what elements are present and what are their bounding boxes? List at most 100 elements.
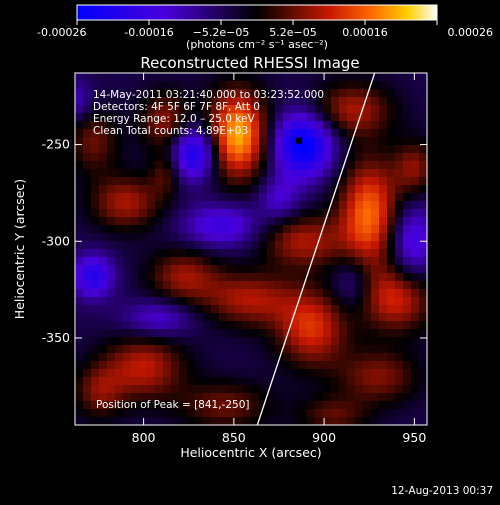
heatmap-cell [219,73,228,82]
heatmap-cell [307,217,316,226]
heatmap-cell [411,321,420,330]
heatmap-cell [347,353,356,362]
heatmap-cell [339,201,348,210]
heatmap-cell [243,401,252,410]
heatmap-cell [267,393,276,402]
heatmap-cell [203,417,212,425]
heatmap-cell [203,97,212,106]
heatmap-cell [91,81,100,90]
heatmap-cell [251,369,260,378]
heatmap-cell [219,345,228,354]
heatmap-cell [155,273,164,282]
heatmap-cell [91,193,100,202]
heatmap-cell [419,305,427,314]
heatmap-cell [243,201,252,210]
heatmap-cell [419,265,427,274]
heatmap-cell [379,345,388,354]
heatmap-cell [163,337,172,346]
heatmap-cell [267,353,276,362]
heatmap-cell [83,337,92,346]
heatmap-cell [131,121,140,130]
heatmap-cell [299,401,308,410]
heatmap-cell [267,161,276,170]
heatmap-cell [171,297,180,306]
heatmap-cell [315,409,324,418]
heatmap-cell [275,393,284,402]
heatmap-cell [331,417,340,425]
heatmap-cell [267,201,276,210]
heatmap-cell [171,105,180,114]
heatmap-cell [139,297,148,306]
heatmap-cell [211,113,220,122]
heatmap-cell [259,257,268,266]
heatmap-cell [203,337,212,346]
heatmap-cell [115,97,124,106]
heatmap-cell [195,209,204,218]
heatmap-cell [131,209,140,218]
peak-marker [295,137,302,144]
heatmap-cell [419,225,427,234]
heatmap-cell [123,417,132,425]
heatmap-cell [99,217,108,226]
heatmap-cell [379,385,388,394]
heatmap-cell [243,321,252,330]
heatmap-cell [267,345,276,354]
heatmap-cell [155,385,164,394]
heatmap-cell [83,409,92,418]
heatmap-cell [123,345,132,354]
heatmap-cell [419,73,427,82]
heatmap-cell [115,417,124,425]
heatmap-cell [211,321,220,330]
heatmap-cell [339,345,348,354]
heatmap-cell [419,121,427,130]
heatmap-cell [395,105,404,114]
heatmap-cell [195,121,204,130]
heatmap-cell [347,329,356,338]
heatmap-cell [331,401,340,410]
heatmap-cell [267,233,276,242]
heatmap-cell [291,313,300,322]
heatmap-cell [419,241,427,250]
heatmap-cell [147,129,156,138]
heatmap-cell [259,137,268,146]
heatmap-cell [179,329,188,338]
heatmap-cell [419,257,427,266]
heatmap-cell [179,121,188,130]
heatmap-cell [323,377,332,386]
heatmap-cell [259,225,268,234]
heatmap-cell [99,249,108,258]
heatmap-cell [307,281,316,290]
heatmap-cell [203,289,212,298]
heatmap-cell [83,257,92,266]
heatmap-cell [139,217,148,226]
heatmap-cell [115,361,124,370]
heatmap-cell [107,337,116,346]
heatmap-cell [307,273,316,282]
heatmap-cell [163,97,172,106]
heatmap-cell [259,313,268,322]
heatmap-cell [379,161,388,170]
heatmap-cell [275,361,284,370]
heatmap-cell [203,409,212,418]
heatmap-cell [387,185,396,194]
heatmap-cell [291,105,300,114]
heatmap-cell [267,97,276,106]
heatmap-cell [395,361,404,370]
heatmap-cell [179,393,188,402]
heatmap-cell [243,393,252,402]
colorbar-tick-label: -0.00026 [37,26,86,39]
heatmap-cell [307,241,316,250]
heatmap-cell [371,145,380,154]
x-tick-label: 800 [132,430,156,445]
heatmap-cell [155,89,164,98]
heatmap-cell [395,81,404,90]
heatmap-cell [411,185,420,194]
heatmap-cell [83,353,92,362]
heatmap-cell [187,409,196,418]
heatmap-cell [107,289,116,298]
heatmap-cell [371,169,380,178]
heatmap-cell [195,257,204,266]
heatmap-cell [403,89,412,98]
heatmap-cell [163,289,172,298]
heatmap-cell [163,169,172,178]
